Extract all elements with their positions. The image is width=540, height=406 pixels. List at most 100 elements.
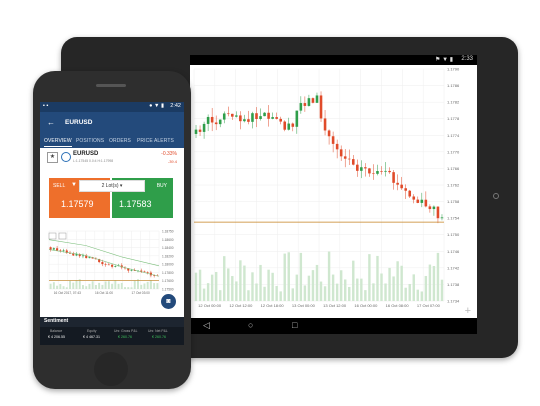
candle-body (88, 257, 91, 259)
candle-body (315, 95, 319, 103)
x-tick-label: 12 Oct 00:00 (198, 303, 222, 308)
y-tick-label: 1.1770 (447, 149, 460, 154)
tab-positions[interactable]: POSITIONS (76, 138, 105, 144)
volume-bar (380, 273, 383, 301)
volume-bar (267, 269, 270, 301)
candle-body (218, 119, 222, 125)
candle-body (222, 113, 226, 120)
volume-bar (432, 266, 436, 301)
y-tick-label: 1.17600 (162, 279, 174, 283)
candle-body (440, 217, 444, 219)
volume-bar (156, 283, 159, 289)
candle-body (271, 117, 274, 119)
candle-body (432, 206, 436, 210)
volume-bar (94, 284, 97, 289)
back-arrow-icon[interactable]: ← (47, 118, 55, 127)
volume-bar (62, 286, 65, 289)
volume-bar (339, 270, 343, 301)
account-row: Balance € 4 206.55 Equity € 4 467.31 Unr… (40, 327, 184, 345)
volume-bar (101, 284, 104, 289)
candle-body (202, 123, 206, 132)
tab-orders[interactable]: ORDERS (109, 138, 131, 144)
home-icon[interactable]: ○ (248, 320, 254, 330)
sentiment-label[interactable]: Sentiment (44, 318, 69, 324)
volume-bar (107, 281, 110, 289)
star-icon[interactable]: ★ (47, 152, 58, 163)
candle-body (65, 250, 68, 253)
volume-bar (440, 279, 444, 301)
candle-body (299, 103, 303, 111)
candle-body (210, 116, 214, 123)
volume-bar (130, 287, 133, 289)
volume-bar (424, 275, 428, 301)
y-tick-label: 1.18600 (162, 238, 174, 242)
volume-bar (396, 261, 399, 301)
candle-body (251, 113, 254, 122)
candle-body (356, 164, 359, 171)
candle-body (91, 257, 94, 259)
expand-chart-icon (48, 232, 57, 240)
x-tick-label: 17 Oct 03:00 (132, 291, 150, 295)
phone-price-chart[interactable]: 1.18750 1.18600 1.18400 1.18200 1.18000 1.178… (40, 227, 184, 302)
volume-bar (56, 285, 59, 289)
x-tick-label: 13 Oct 12:00 (323, 303, 347, 308)
candle-body (396, 182, 399, 185)
volume-bar (372, 283, 375, 301)
candle-body (404, 188, 407, 191)
candle-body (307, 98, 311, 106)
buy-price: 1.17583 (119, 199, 152, 209)
tab-price-alerts[interactable]: PRICE ALERTS (137, 138, 174, 144)
candle-body (360, 167, 363, 171)
lot-size-value: 2 Lot(s) (101, 183, 119, 189)
candle-body (335, 143, 339, 150)
candle-body (259, 116, 262, 119)
volume-bar (263, 286, 266, 301)
candle-body (295, 110, 299, 127)
recents-icon[interactable]: □ (292, 320, 298, 330)
tab-overview[interactable]: OVERVIEW (44, 138, 72, 147)
instrument-icon (61, 152, 71, 162)
volume-bar (65, 287, 68, 289)
trade-fab-button[interactable]: ◙ (161, 294, 176, 309)
y-tick-label: 1.1738 (447, 282, 460, 287)
volume-bar (404, 287, 407, 301)
candle-body (364, 167, 367, 169)
phone-home-button[interactable] (94, 352, 128, 386)
volume-bar (279, 291, 282, 301)
y-tick-label: 1.17800 (162, 271, 174, 275)
candle-body (226, 113, 230, 115)
volume-bar (59, 284, 62, 289)
candle-body (416, 199, 420, 203)
volume-bar (315, 264, 319, 301)
candle-body (133, 270, 136, 272)
tablet-nav-bar: ◁ ○ □ (190, 318, 477, 334)
volume-bar (287, 252, 290, 301)
volume-bar (114, 280, 117, 289)
volume-bar (143, 283, 146, 289)
buy-label: BUY (156, 183, 167, 189)
x-tick-label: 16 Oct 11:00 (95, 291, 113, 295)
x-tick-label: 16 Oct 00:00 (354, 303, 378, 308)
y-tick-label: 1.1754 (447, 216, 460, 221)
candle-body (104, 264, 107, 265)
volume-bar (400, 265, 403, 301)
candle-body (380, 171, 383, 172)
candle-body (72, 253, 75, 256)
tablet-price-chart[interactable]: 1.1790 1.1786 1.1782 1.1778 1.1774 1.1770 1.17… (190, 65, 477, 318)
candle-body (107, 264, 110, 266)
volume-bar (376, 255, 379, 301)
candle-body (424, 199, 428, 207)
volume-bar (420, 291, 424, 301)
add-icon[interactable]: + (464, 305, 471, 317)
x-tick-label: 12 Oct 18:00 (261, 303, 285, 308)
lot-size-selector[interactable]: 2 Lot(s) ▾ (79, 180, 145, 192)
volume-bar (271, 272, 274, 301)
volume-bar (408, 283, 411, 301)
volume-bar (88, 283, 91, 289)
account-summary-bar: Sentiment Balance € 4 206.55 Equity € 4 … (40, 317, 184, 345)
status-icons: ⚑ ▼ ▮ (435, 57, 453, 63)
chevron-down-icon: ▾ (119, 183, 123, 189)
x-tick-label: 17 Oct 07:00 (417, 303, 441, 308)
candle-body (347, 158, 351, 160)
back-icon[interactable]: ◁ (203, 320, 210, 330)
